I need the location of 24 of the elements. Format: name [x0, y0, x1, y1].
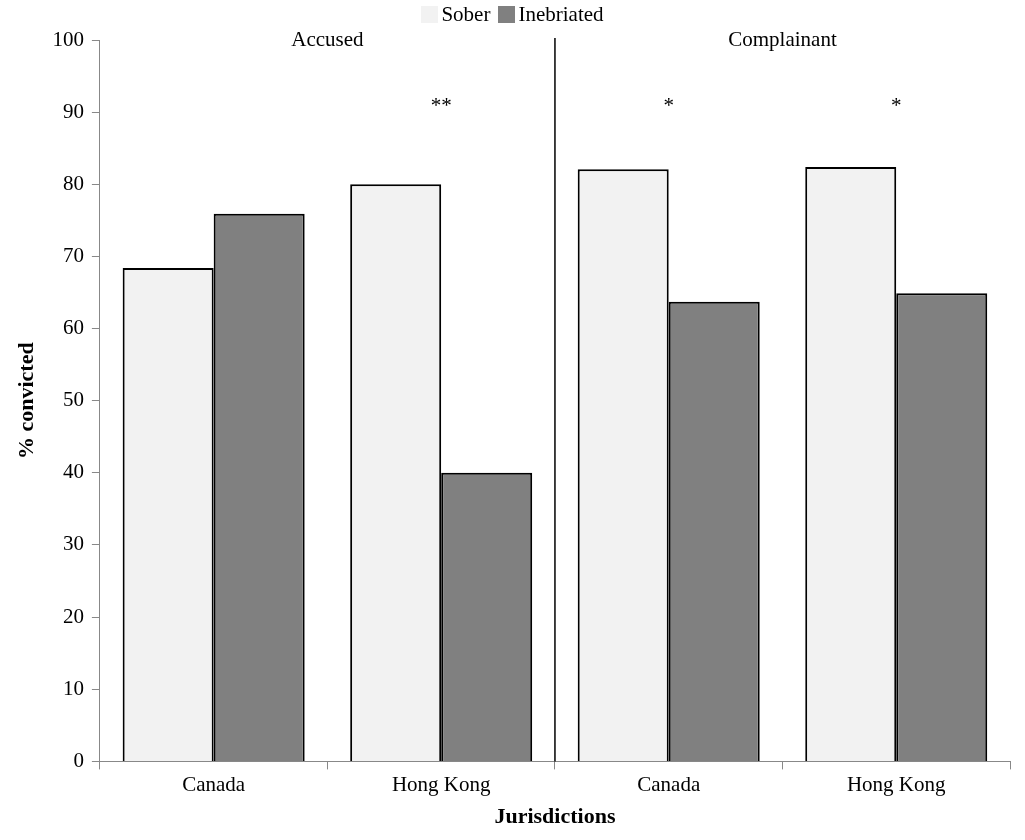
annotation: **: [430, 92, 452, 117]
y-tick-label: 60: [62, 315, 84, 340]
x-tick-label: Canada: [637, 771, 701, 796]
legend-label: Inebriated: [518, 2, 604, 27]
y-tick-label: 100: [52, 26, 84, 51]
x-axis-title: Jurisdictions: [494, 803, 616, 829]
x-tick-label: Hong Kong: [846, 771, 947, 796]
y-tick-label: 0: [73, 747, 84, 772]
annotation: *: [663, 92, 674, 117]
y-tick-label: 90: [62, 98, 84, 123]
y-tick-label: 10: [62, 675, 84, 700]
y-tick-label: 40: [62, 459, 84, 484]
annotation: *: [890, 92, 902, 117]
annotation: Complainant: [728, 26, 837, 51]
y-tick-label: 50: [62, 387, 84, 412]
annotation: Accused: [291, 26, 365, 51]
legend-label: Sober: [441, 2, 491, 27]
y-tick-label: 30: [62, 531, 84, 556]
x-tick-label: Hong Kong: [391, 771, 491, 796]
y-tick-label: 20: [62, 603, 84, 628]
y-tick-label: 80: [62, 170, 84, 195]
x-tick-label: Canada: [182, 771, 246, 796]
y-tick-label: 70: [62, 242, 84, 267]
y-axis-title: % convicted: [12, 342, 38, 460]
